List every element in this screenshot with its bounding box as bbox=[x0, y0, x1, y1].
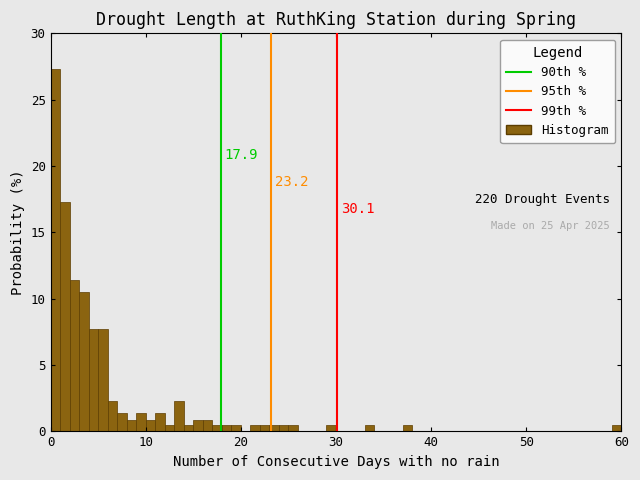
Bar bbox=[289, 425, 298, 432]
X-axis label: Number of Consecutive Days with no rain: Number of Consecutive Days with no rain bbox=[173, 455, 499, 469]
Bar bbox=[174, 401, 184, 432]
Bar bbox=[184, 425, 193, 432]
Bar bbox=[117, 413, 127, 432]
Legend: 90th %, 95th %, 99th %, Histogram: 90th %, 95th %, 99th %, Histogram bbox=[500, 40, 615, 143]
Bar bbox=[164, 425, 174, 432]
Bar bbox=[155, 413, 164, 432]
Bar bbox=[60, 202, 70, 432]
Text: 23.2: 23.2 bbox=[275, 175, 308, 189]
Bar bbox=[212, 425, 222, 432]
Text: Made on 25 Apr 2025: Made on 25 Apr 2025 bbox=[492, 220, 610, 230]
Bar bbox=[51, 69, 60, 432]
Bar bbox=[269, 425, 279, 432]
Bar bbox=[193, 420, 203, 432]
Bar bbox=[231, 425, 241, 432]
Y-axis label: Probability (%): Probability (%) bbox=[11, 169, 25, 295]
Bar bbox=[70, 280, 79, 432]
Bar bbox=[365, 425, 374, 432]
Bar bbox=[612, 425, 621, 432]
Bar bbox=[79, 292, 88, 432]
Bar bbox=[250, 425, 260, 432]
Text: 220 Drought Events: 220 Drought Events bbox=[475, 192, 610, 205]
Bar bbox=[403, 425, 412, 432]
Bar bbox=[98, 329, 108, 432]
Bar bbox=[88, 329, 98, 432]
Text: 17.9: 17.9 bbox=[225, 148, 258, 163]
Bar bbox=[326, 425, 336, 432]
Bar bbox=[260, 425, 269, 432]
Bar bbox=[108, 401, 117, 432]
Bar bbox=[222, 425, 231, 432]
Bar bbox=[136, 413, 146, 432]
Bar bbox=[203, 420, 212, 432]
Bar bbox=[146, 420, 155, 432]
Title: Drought Length at RuthKing Station during Spring: Drought Length at RuthKing Station durin… bbox=[96, 11, 576, 29]
Bar bbox=[279, 425, 289, 432]
Bar bbox=[127, 420, 136, 432]
Text: 30.1: 30.1 bbox=[340, 202, 374, 216]
